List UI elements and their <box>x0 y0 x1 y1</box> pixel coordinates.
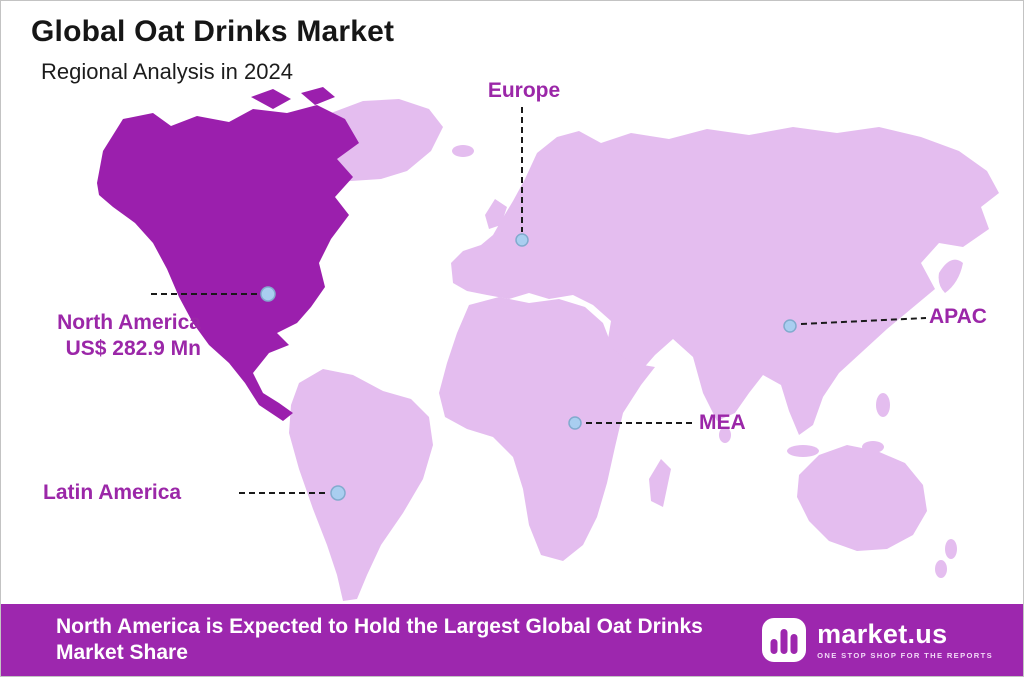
region-label-north-america: North America US$ 282.9 Mn <box>7 310 201 362</box>
brand-name: market.us <box>817 619 948 649</box>
map-philippines <box>876 393 890 417</box>
region-label-north-america-name: North America <box>57 311 201 334</box>
bottom-banner: North America is Expected to Hold the La… <box>1 604 1023 676</box>
marker-apac <box>783 319 797 333</box>
world-map <box>97 87 999 601</box>
map-newzealand-1 <box>945 539 957 559</box>
map-australia <box>797 445 927 551</box>
region-label-latin-america: Latin America <box>43 481 182 504</box>
map-newzealand-2 <box>935 560 947 578</box>
marker-mea <box>568 416 582 430</box>
market-us-chart-icon <box>762 618 807 662</box>
leader-line-apac <box>800 317 927 325</box>
marker-europe <box>515 233 529 247</box>
marker-latin-america <box>330 485 346 501</box>
map-indonesia-1 <box>787 445 819 457</box>
map-madagascar <box>649 459 671 507</box>
region-label-mea: MEA <box>699 411 746 434</box>
page-subtitle: Regional Analysis in 2024 <box>41 59 293 84</box>
map-south-america <box>289 369 433 601</box>
brand-logo: market.us ONE STOP SHOP FOR THE REPORTS <box>761 604 993 676</box>
banner-headline: North America is Expected to Hold the La… <box>56 615 703 664</box>
map-north-america <box>97 105 359 421</box>
region-label-europe: Europe <box>487 79 561 102</box>
map-arctic-island-2 <box>301 87 335 105</box>
brand-text: market.us ONE STOP SHOP FOR THE REPORTS <box>817 620 993 660</box>
map-srilanka <box>719 427 731 443</box>
map-arctic-island-1 <box>251 89 291 109</box>
map-africa <box>439 297 655 561</box>
region-label-north-america-value: US$ 282.9 Mn <box>65 337 201 360</box>
brand-tagline: ONE STOP SHOP FOR THE REPORTS <box>817 651 993 660</box>
map-iceland <box>452 145 474 157</box>
map-uk <box>485 199 507 229</box>
marker-north-america <box>260 286 276 302</box>
map-japan <box>938 259 963 293</box>
page-title: Global Oat Drinks Market <box>31 15 395 48</box>
map-eurasia <box>451 127 999 435</box>
region-label-apac: APAC <box>929 305 987 328</box>
